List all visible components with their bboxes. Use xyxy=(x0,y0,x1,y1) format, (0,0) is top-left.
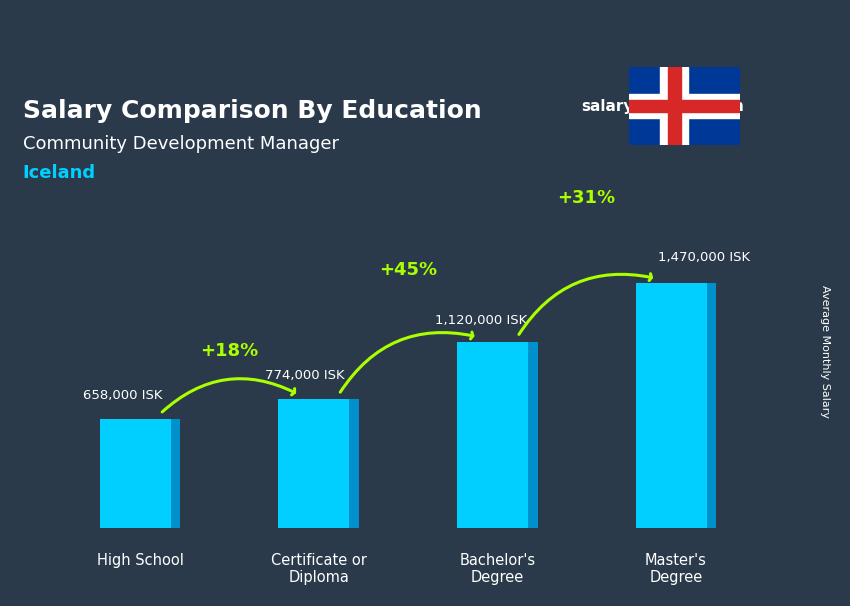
Text: explorer: explorer xyxy=(638,99,711,114)
Bar xyxy=(99,419,180,528)
Bar xyxy=(629,94,740,118)
Bar xyxy=(349,399,359,528)
Text: Salary Comparison By Education: Salary Comparison By Education xyxy=(23,99,482,123)
Bar xyxy=(457,342,537,528)
Bar xyxy=(636,283,717,528)
Text: Average Monthly Salary: Average Monthly Salary xyxy=(819,285,830,418)
Text: High School: High School xyxy=(97,553,184,568)
Text: Master's
Degree: Master's Degree xyxy=(645,553,707,585)
Text: Certificate or
Diploma: Certificate or Diploma xyxy=(271,553,366,585)
Text: +31%: +31% xyxy=(558,188,615,207)
Text: Bachelor's
Degree: Bachelor's Degree xyxy=(459,553,536,585)
Text: 774,000 ISK: 774,000 ISK xyxy=(265,369,345,382)
Text: .com: .com xyxy=(704,99,745,114)
Bar xyxy=(279,399,359,528)
Bar xyxy=(629,100,740,112)
Text: +18%: +18% xyxy=(201,342,258,361)
Bar xyxy=(706,283,717,528)
Bar xyxy=(667,67,681,145)
Text: Community Development Manager: Community Development Manager xyxy=(23,135,339,153)
Text: salary: salary xyxy=(581,99,633,114)
Bar xyxy=(171,419,180,528)
Text: 1,120,000 ISK: 1,120,000 ISK xyxy=(435,314,527,327)
Bar xyxy=(660,67,688,145)
Text: Iceland: Iceland xyxy=(23,164,96,182)
Text: +45%: +45% xyxy=(379,261,437,279)
Text: 658,000 ISK: 658,000 ISK xyxy=(83,388,162,402)
Bar xyxy=(528,342,537,528)
Text: 1,470,000 ISK: 1,470,000 ISK xyxy=(658,251,751,264)
